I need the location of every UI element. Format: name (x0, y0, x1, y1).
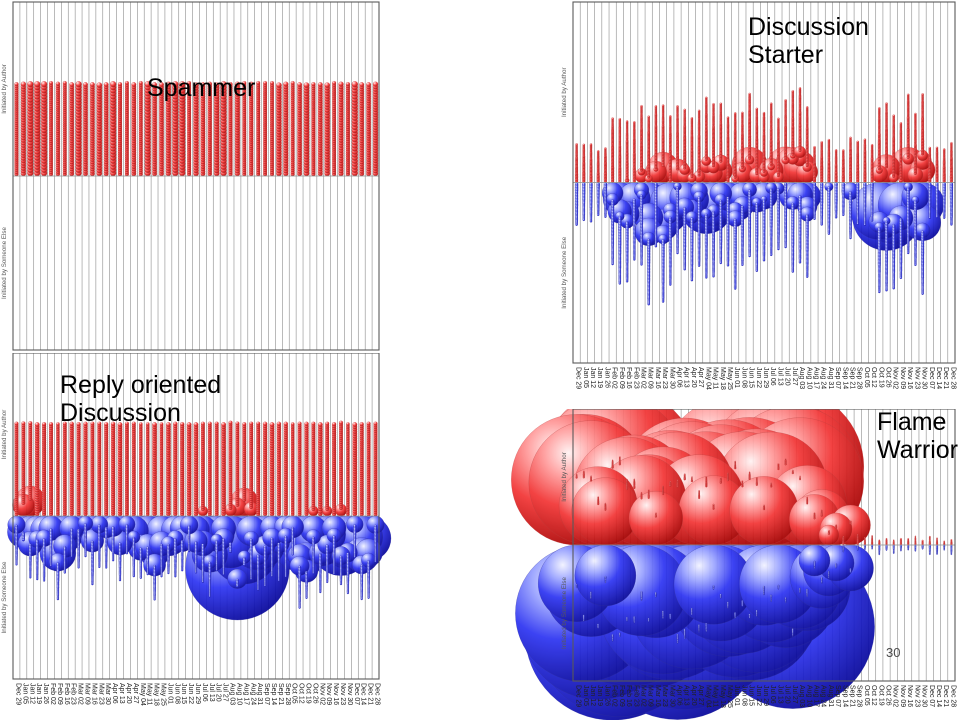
svg-text:Initiated by Author: Initiated by Author (1, 64, 8, 114)
svg-text:Initiated by Someone Else: Initiated by Someone Else (1, 226, 8, 298)
